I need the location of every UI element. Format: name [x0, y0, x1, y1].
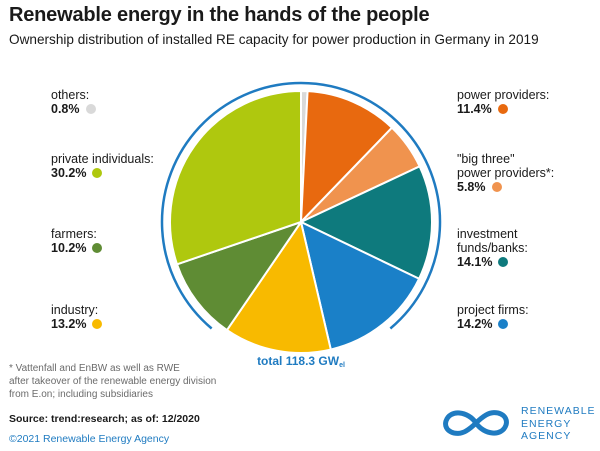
legend-value: 11.4%: [457, 102, 492, 116]
legend-swatch: [491, 182, 502, 192]
legend-swatch: [92, 243, 103, 253]
legend-label: private individuals:: [51, 152, 154, 166]
legend-value: 0.8%: [51, 102, 80, 116]
legend-value: 14.1%: [457, 255, 493, 269]
legend-value: 30.2%: [51, 166, 87, 180]
legend-swatch: [498, 319, 509, 329]
legend-item-others: others: 0.8%: [51, 88, 96, 116]
legend-item-industry: industry: 13.2%: [51, 303, 103, 331]
logo-line: AGENCY: [521, 430, 572, 442]
legend-value: 13.2%: [51, 317, 87, 331]
legend-label: others:: [51, 88, 90, 102]
legend-swatch: [85, 104, 96, 114]
legend-label: farmers:: [51, 227, 97, 241]
legend-value: 10.2%: [51, 241, 87, 255]
legend-label: project firms:: [457, 303, 529, 317]
legend-swatch: [498, 257, 509, 267]
legend-label: "big three" power providers*:: [457, 152, 555, 180]
legend-value: 14.2%: [457, 317, 493, 331]
legend-item-project-firms: project firms: 14.2%: [457, 303, 529, 331]
chart-subtitle: Ownership distribution of installed RE c…: [9, 32, 539, 47]
total-label: total 118.3 GWel: [257, 354, 345, 369]
legend-label: power providers:: [457, 88, 550, 102]
legend-item-big-three: "big three" power providers*: 5.8%: [457, 152, 554, 194]
legend-swatch: [92, 319, 103, 329]
logo-text: RENEWABLE ENERGY AGENCY: [521, 405, 596, 443]
agency-logo: RENEWABLE ENERGY AGENCY: [436, 403, 595, 443]
legend-item-farmers: farmers: 10.2%: [51, 227, 103, 255]
pie-outer-ring: [160, 81, 442, 330]
legend-swatch: [92, 168, 103, 178]
pie-slice: [169, 90, 302, 266]
pie-slice: [176, 221, 302, 332]
pie-slice: [300, 90, 393, 223]
pie-slice: [300, 165, 433, 280]
legend-item-investment-funds: investment funds/banks: 14.1%: [457, 227, 528, 269]
footnote: * Vattenfall and EnBW as well as RWE aft…: [9, 363, 217, 400]
legend-value: 5.8%: [457, 180, 486, 194]
source-note: Source: trend:research; as of: 12/2020: [9, 413, 200, 425]
logo-line: RENEWABLE: [521, 405, 596, 417]
legend-label: investment funds/banks:: [457, 227, 528, 255]
chart-title: Renewable energy in the hands of the peo…: [9, 4, 430, 26]
infinity-icon: [443, 410, 509, 436]
legend-item-private-individuals: private individuals: 30.2%: [51, 152, 154, 180]
logo-line: ENERGY: [521, 417, 572, 430]
pie-slice: [225, 221, 332, 354]
legend-swatch: [497, 104, 508, 114]
legend-label: industry:: [51, 303, 99, 317]
copyright-note: ©2021 Renewable Energy Agency: [9, 433, 170, 445]
legend-item-power-providers: power providers: 11.4%: [457, 88, 549, 116]
pie-slice: [300, 221, 421, 351]
